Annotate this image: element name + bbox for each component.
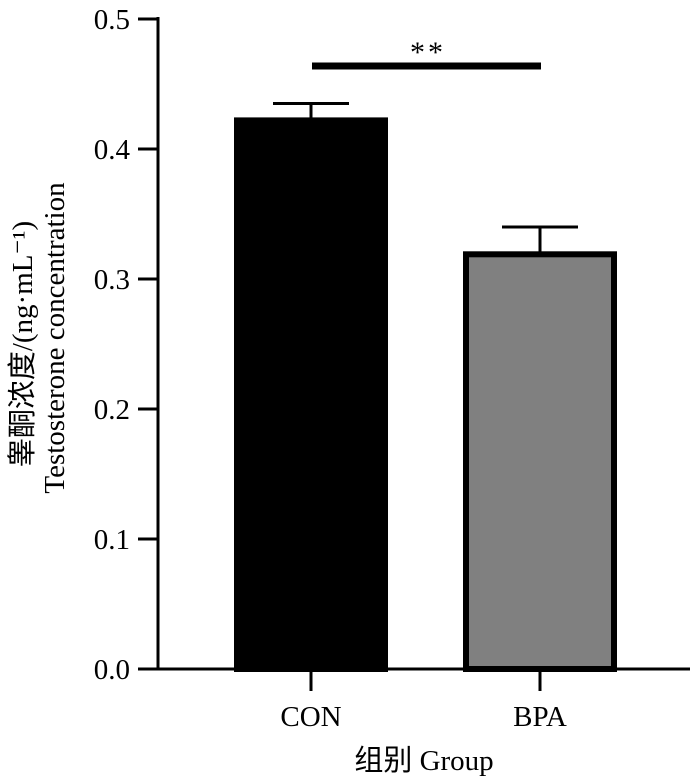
y-tick-label: 0.4 xyxy=(94,134,131,166)
y-axis-title-line2: Testosterone concentration xyxy=(39,182,71,494)
x-axis-title: 组别 Group xyxy=(354,744,493,777)
y-axis: 0.0 0.1 0.2 0.3 0.4 0.5 xyxy=(94,4,160,686)
bar-bpa xyxy=(463,251,617,673)
y-tick-label: 0.5 xyxy=(94,4,130,36)
y-axis-title-line1: 睾酮浓度/(ng·mL⁻¹) xyxy=(6,221,39,467)
bars-group xyxy=(234,117,617,673)
significance-annotation: ** xyxy=(312,36,541,70)
y-tick-label: 0.2 xyxy=(94,394,130,426)
y-axis-title: 睾酮浓度/(ng·mL⁻¹) Testosterone concentratio… xyxy=(6,182,71,494)
y-tick-label: 0.0 xyxy=(94,654,130,686)
error-bars-group xyxy=(273,102,578,255)
x-tick-label: BPA xyxy=(513,701,567,733)
bar-con xyxy=(234,117,388,672)
significance-label: ** xyxy=(410,36,446,69)
y-tick-label: 0.1 xyxy=(94,524,130,556)
x-tick-label: CON xyxy=(280,701,341,733)
y-tick-label: 0.3 xyxy=(94,264,130,296)
x-axis: CON BPA xyxy=(156,667,690,733)
